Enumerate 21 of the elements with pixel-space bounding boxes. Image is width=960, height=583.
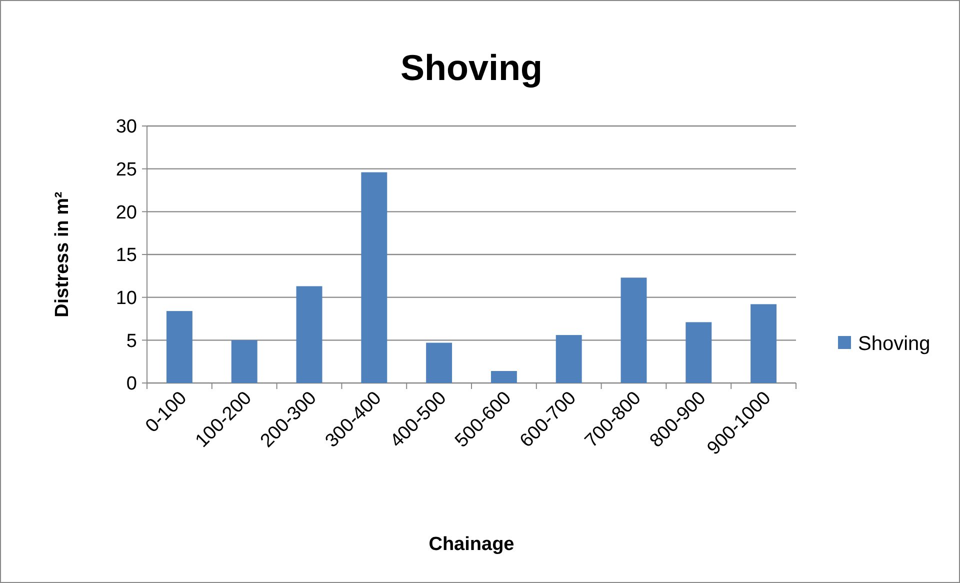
legend-label: Shoving [858,333,930,355]
bar [166,311,192,383]
bar [686,322,712,383]
bar [556,335,582,383]
y-tick-label: 15 [116,245,137,266]
y-tick-label: 5 [126,330,137,352]
bar [361,172,388,383]
y-tick-label: 30 [116,116,137,138]
y-tick-label: 20 [116,202,137,224]
y-tick-label: 10 [116,288,137,309]
x-axis-title: Chainage [428,534,514,555]
y-axis-title: Distress in m² [52,192,73,318]
bar [620,278,647,383]
bar [296,286,322,383]
bar [490,371,517,383]
bar [426,342,452,383]
bar [231,340,258,383]
y-tick-label: 0 [126,374,137,395]
bar [750,304,777,383]
y-tick-label: 25 [116,159,137,180]
chart-title: Shoving [400,47,542,88]
